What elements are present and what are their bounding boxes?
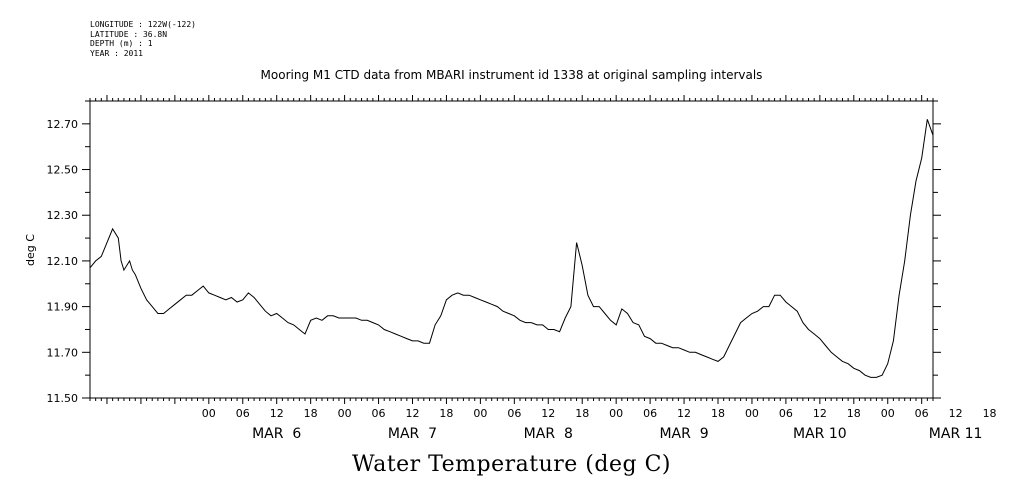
metadata-block: LONGITUDE : 122W(-122) LATITUDE : 36.8N … — [90, 20, 196, 58]
x-hour-label: 18 — [575, 407, 589, 420]
x-hour-label: 00 — [202, 407, 216, 420]
temperature-series-line — [89, 119, 934, 378]
y-tick-label: 12.10 — [47, 255, 79, 268]
x-hour-label: 06 — [643, 407, 657, 420]
x-hour-label: 06 — [236, 407, 250, 420]
chart-bottom-title: Water Temperature (deg C) — [352, 452, 671, 477]
plot-frame — [89, 100, 934, 399]
y-tick-label: 12.30 — [47, 209, 79, 222]
x-day-label: MAR 8 — [524, 426, 573, 442]
x-hour-label: 06 — [915, 407, 929, 420]
x-day-label: MAR 9 — [659, 426, 708, 442]
x-day-label: MAR 6 — [252, 426, 301, 442]
x-hour-label: 06 — [507, 407, 521, 420]
x-day-label: MAR 11 — [929, 426, 983, 442]
y-tick-label: 11.90 — [47, 301, 79, 314]
year-text: YEAR : 2011 — [90, 48, 143, 58]
x-hour-label: 18 — [983, 407, 997, 420]
x-hour-label: 00 — [881, 407, 895, 420]
y-tick-label: 11.70 — [47, 346, 79, 359]
latitude-text: LATITUDE : 36.8N — [90, 29, 168, 39]
x-hour-label: 12 — [813, 407, 827, 420]
chart-title: Mooring M1 CTD data from MBARI instrumen… — [260, 68, 763, 82]
x-hour-label: 18 — [304, 407, 318, 420]
x-hour-label: 06 — [372, 407, 386, 420]
y-tick-label: 12.50 — [47, 164, 79, 177]
x-day-label: MAR 7 — [388, 426, 437, 442]
x-hour-label: 18 — [847, 407, 861, 420]
x-hour-label: 12 — [541, 407, 555, 420]
y-axis-label: deg C — [24, 234, 37, 266]
depth-text: DEPTH (m) : 1 — [90, 39, 153, 48]
x-hour-label: 12 — [677, 407, 691, 420]
x-hour-label: 00 — [745, 407, 759, 420]
x-hour-label: 12 — [949, 407, 963, 420]
x-hour-label: 18 — [439, 407, 453, 420]
x-hour-label: 00 — [609, 407, 623, 420]
x-hour-label: 18 — [711, 407, 725, 420]
x-hour-label: 12 — [270, 407, 284, 420]
x-hour-label: 12 — [405, 407, 419, 420]
longitude-text: LONGITUDE : 122W(-122) — [90, 20, 196, 29]
x-day-label: MAR 10 — [793, 426, 847, 442]
x-hour-label: 00 — [338, 407, 352, 420]
x-hour-label: 06 — [779, 407, 793, 420]
x-hour-label: 00 — [473, 407, 487, 420]
y-tick-label: 12.70 — [47, 118, 79, 131]
y-tick-label: 11.50 — [47, 392, 79, 405]
